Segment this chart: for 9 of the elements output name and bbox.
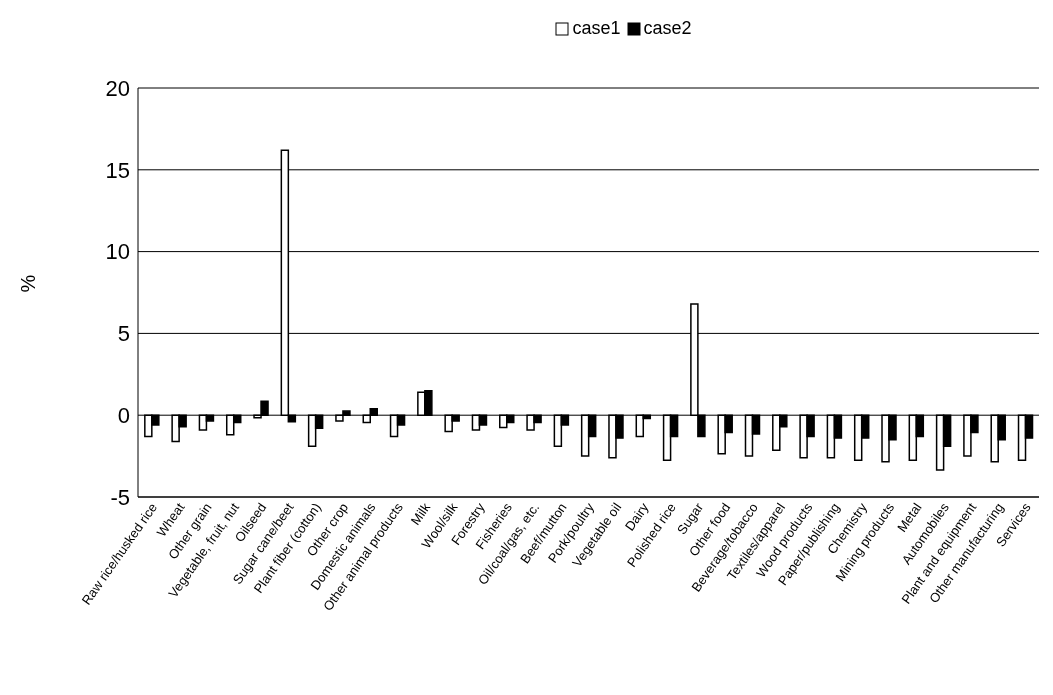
y-tick-label: 0 [117, 403, 130, 429]
y-tick-label: 10 [105, 239, 130, 265]
y-tick-label: -5 [110, 484, 130, 510]
legend-label: case2 [643, 18, 692, 39]
legend-label: case1 [572, 18, 621, 39]
y-tick-label: 20 [105, 75, 130, 101]
y-tick-label: 5 [117, 321, 130, 347]
y-tick-label: 15 [105, 157, 130, 183]
y-axis-title: % [17, 274, 40, 293]
